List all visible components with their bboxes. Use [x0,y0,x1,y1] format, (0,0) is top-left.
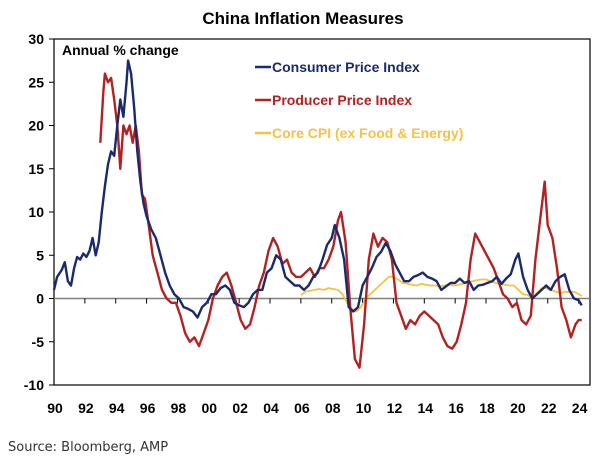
legend-item: Consumer Price Index [255,59,420,75]
x-tick-label: 16 [448,400,464,416]
x-tick-label: 14 [418,400,434,416]
legend-item: Producer Price Index [255,92,412,108]
y-tick-label: 25 [28,74,44,90]
x-tick-label: 94 [109,400,125,416]
y-tick-label: 30 [28,31,44,47]
legend-label: Producer Price Index [272,92,412,108]
legend-label: Core CPI (ex Food & Energy) [272,125,463,141]
y-tick-label: -5 [32,334,45,350]
source-note: Source: Bloomberg, AMP [8,440,169,455]
x-tick-label: 00 [202,400,218,416]
x-tick-label: 04 [263,400,279,416]
series-layer [52,59,583,369]
x-tick-label: 92 [78,400,94,416]
x-tick-label: 98 [171,400,187,416]
x-tick-label: 10 [356,400,372,416]
x-tick-label: 22 [541,400,557,416]
legend-item: Core CPI (ex Food & Energy) [255,125,463,141]
y-tick-label: 10 [28,204,44,220]
y-tick-label: 5 [36,247,44,263]
legend: Consumer Price Index Producer Price Index… [255,59,463,141]
series-line-producer-price-index [99,72,582,369]
x-tick-label: 20 [510,400,526,416]
y-axis: 30 25 20 15 10 5 0 -5 -10 [24,31,54,393]
legend-label: Consumer Price Index [272,59,420,75]
chart-title: China Inflation Measures [202,9,403,28]
y-tick-label: 0 [36,291,44,307]
y-tick-label: -10 [24,377,44,393]
x-tick-label: 08 [325,400,341,416]
x-tick-label: 90 [47,400,63,416]
x-tick-label: 12 [387,400,403,416]
x-tick-label: 06 [294,400,310,416]
x-axis: 90 92 94 96 98 00 02 04 06 08 10 12 14 16 18 20 22 24 [47,298,588,416]
chart: China Inflation Measures 30 25 20 15 10 5 0 -5 -… [24,9,591,416]
series-line-consumer-price-index [52,59,583,319]
y-tick-label: 15 [28,161,44,177]
x-tick-label: 24 [572,400,588,416]
y-axis-label: Annual % change [62,42,179,58]
x-tick-label: 96 [140,400,156,416]
y-tick-label: 20 [28,118,44,134]
plot-border [53,38,591,386]
series-line-core-cpi-ex-food-energy [300,276,583,313]
x-tick-label: 18 [479,400,495,416]
x-tick-label: 02 [232,400,248,416]
plot-area [53,38,591,386]
